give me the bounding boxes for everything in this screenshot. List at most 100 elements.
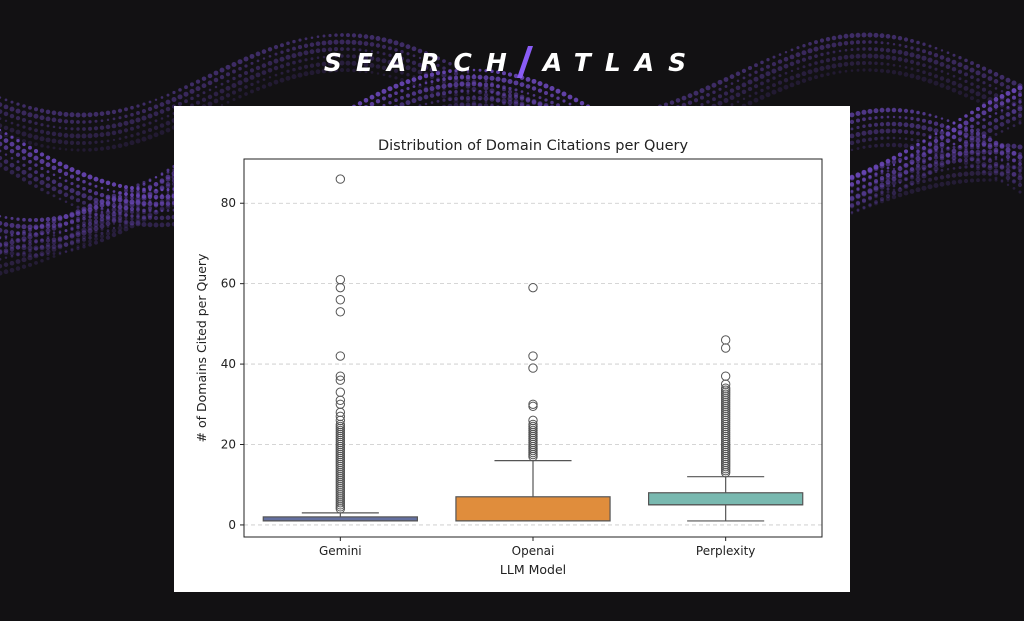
wave-dot <box>3 241 9 247</box>
wave-dot <box>15 136 21 142</box>
wave-dot <box>519 94 525 100</box>
wave-dot <box>28 232 32 236</box>
wave-dot <box>927 126 933 132</box>
brand-left-text: SEARCH <box>323 47 521 77</box>
wave-dot <box>879 33 885 39</box>
box-body <box>262 516 419 522</box>
wave-dot <box>975 170 981 176</box>
wave-dot <box>172 90 176 95</box>
wave-dot <box>105 200 111 205</box>
wave-dot <box>898 186 902 190</box>
wave-dot <box>27 180 33 185</box>
wave-dot <box>1005 143 1011 149</box>
wave-dot <box>891 107 897 113</box>
wave-dot <box>729 95 735 101</box>
wave-dot <box>148 100 152 104</box>
wave-dot <box>111 207 117 213</box>
wave-dot <box>165 127 171 133</box>
wave-dot <box>957 83 963 89</box>
wave-dot <box>147 201 153 207</box>
wave-dot <box>999 101 1005 106</box>
wave-dot <box>483 82 489 87</box>
wave-dot <box>118 198 122 202</box>
wave-dot <box>502 92 506 97</box>
wave-dot <box>99 198 105 204</box>
wave-dot <box>903 170 909 175</box>
wave-dot <box>873 178 879 184</box>
wave-dot <box>57 216 63 222</box>
outlier-point <box>335 174 346 184</box>
wave-dot <box>51 246 57 252</box>
wave-dot <box>76 205 80 209</box>
wave-dot <box>93 191 99 196</box>
wave-dot <box>412 85 416 88</box>
wave-dot <box>244 85 248 89</box>
wave-dot <box>4 216 8 219</box>
wave-dot <box>15 223 21 229</box>
wave-dot <box>873 187 879 192</box>
wave-dot <box>9 169 15 175</box>
wave-dot <box>855 173 861 179</box>
wave-dot <box>915 166 921 172</box>
wave-dot <box>33 225 39 230</box>
wave-dot <box>1005 85 1011 90</box>
wave-dot <box>981 87 987 92</box>
wave-dot <box>33 232 39 238</box>
wave-dot <box>135 138 141 144</box>
wave-dot <box>124 216 128 220</box>
wave-dot <box>879 184 885 190</box>
wave-dot <box>909 159 915 165</box>
wave-dot <box>916 138 920 143</box>
wave-dot <box>141 201 147 206</box>
wave-dot <box>513 92 519 97</box>
wave-dot <box>51 110 57 116</box>
wave-dot <box>64 126 68 130</box>
wave-dot <box>69 174 75 179</box>
wave-dot <box>160 194 164 198</box>
wave-dot <box>148 121 152 125</box>
wave-dot <box>868 203 872 207</box>
wave-dot <box>117 122 123 128</box>
wave-dot <box>63 164 69 170</box>
wave-dot <box>219 95 225 101</box>
wave-dot <box>945 152 951 158</box>
wave-dot <box>153 209 159 215</box>
wave-dot <box>963 85 969 91</box>
wave-dot <box>850 148 854 152</box>
wave-dot <box>987 142 993 148</box>
wave-dot <box>93 222 99 228</box>
wave-dot <box>9 162 15 168</box>
wave-dot <box>381 88 387 94</box>
wave-dot <box>411 91 417 96</box>
wave-dot <box>928 177 932 182</box>
wave-dot <box>916 110 920 115</box>
wave-dot <box>105 210 111 215</box>
wave-dot <box>219 88 225 94</box>
wave-dot <box>15 129 21 135</box>
wave-dot <box>825 37 831 42</box>
wave-dot <box>75 209 81 215</box>
wave-dot <box>531 99 537 104</box>
wave-dot <box>100 227 104 231</box>
wave-dot <box>988 115 992 118</box>
wave-dot <box>87 133 93 139</box>
wave-dot <box>28 218 32 222</box>
wave-dot <box>976 121 980 125</box>
wave-dot <box>909 166 915 172</box>
wave-dot <box>130 112 134 117</box>
wave-dot <box>897 187 903 192</box>
wave-dot <box>58 252 62 256</box>
wave-dot <box>742 97 746 101</box>
wave-dot <box>34 239 38 243</box>
wave-dot <box>69 219 75 224</box>
wave-dot <box>466 68 470 72</box>
wave-dot <box>741 82 747 88</box>
wave-dot <box>52 125 56 129</box>
wave-dot <box>484 90 488 94</box>
wave-dot <box>454 89 458 94</box>
wave-dot <box>9 251 15 256</box>
wave-dot <box>99 238 105 243</box>
wave-dot <box>4 132 8 135</box>
wave-dot <box>993 97 999 102</box>
wave-dot <box>915 124 921 129</box>
